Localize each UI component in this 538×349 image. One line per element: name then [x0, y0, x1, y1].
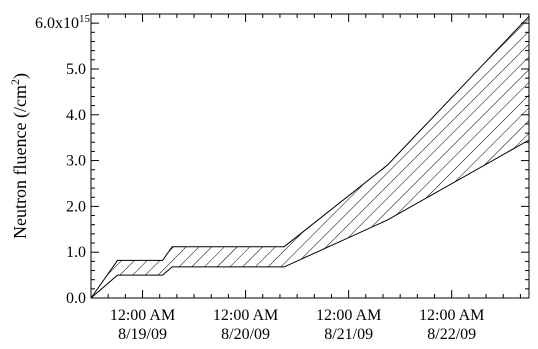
y-tick-label: 6.0x1015 [35, 13, 91, 32]
y-tick-label: 1.0 [66, 244, 86, 261]
y-tick-label: 0.0 [66, 290, 86, 307]
upper-bound-line [90, 15, 530, 299]
x-tick-label-date: 8/19/09 [118, 326, 167, 343]
plot-frame [90, 13, 530, 299]
y-tick-label: 3.0 [66, 153, 86, 170]
fluence-band-fill [91, 16, 529, 299]
x-tick-label-date: 8/21/09 [324, 326, 373, 343]
x-tick-label-time: 12:00 AM [110, 307, 175, 324]
x-tick-label-date: 8/22/09 [427, 326, 476, 343]
y-tick-label: 2.0 [66, 198, 86, 215]
y-tick-label: 4.0 [66, 107, 86, 124]
y-tick-label: 5.0 [66, 61, 86, 78]
lower-bound-line [90, 139, 530, 299]
x-tick-label-time: 12:00 AM [213, 307, 278, 324]
y-axis-title: Neutron fluence (/cm2) [8, 73, 31, 239]
x-tick-label-date: 8/20/09 [221, 326, 270, 343]
x-tick-label-time: 12:00 AM [419, 307, 484, 324]
x-tick-label-time: 12:00 AM [316, 307, 381, 324]
